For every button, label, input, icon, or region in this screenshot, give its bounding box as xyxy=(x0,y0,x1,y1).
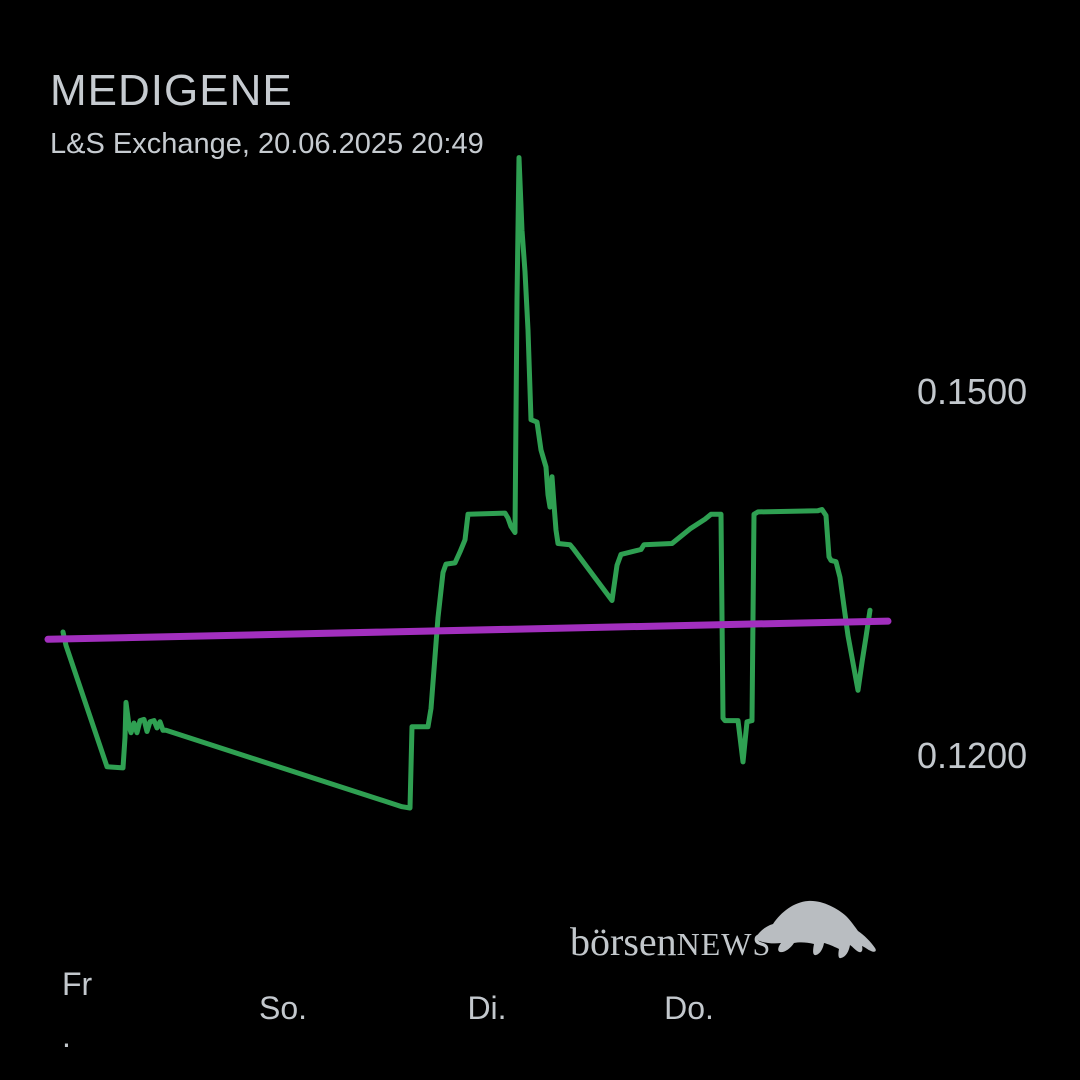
y-axis-tick-low: 0.1200 xyxy=(917,735,1028,776)
x-axis-label-do: Do. xyxy=(664,990,714,1026)
x-axis-label-so: So. xyxy=(258,990,308,1026)
logo-text-news: NEWS xyxy=(676,926,772,962)
x-axis-label-fr: Fr. xyxy=(62,966,93,1054)
bull-icon xyxy=(755,900,876,959)
chart-subtitle: L&S Exchange, 20.06.2025 20:49 xyxy=(50,128,484,160)
page-title: MEDIGENE xyxy=(50,66,293,115)
trend-line xyxy=(44,617,892,643)
logo-text-boersen: börsen xyxy=(570,919,677,964)
y-axis-tick-high: 0.1500 xyxy=(917,371,1028,412)
boersennews-logo: börsen NEWS xyxy=(570,918,771,965)
price-line xyxy=(60,155,873,811)
x-axis-label-di: Di. xyxy=(467,990,507,1026)
